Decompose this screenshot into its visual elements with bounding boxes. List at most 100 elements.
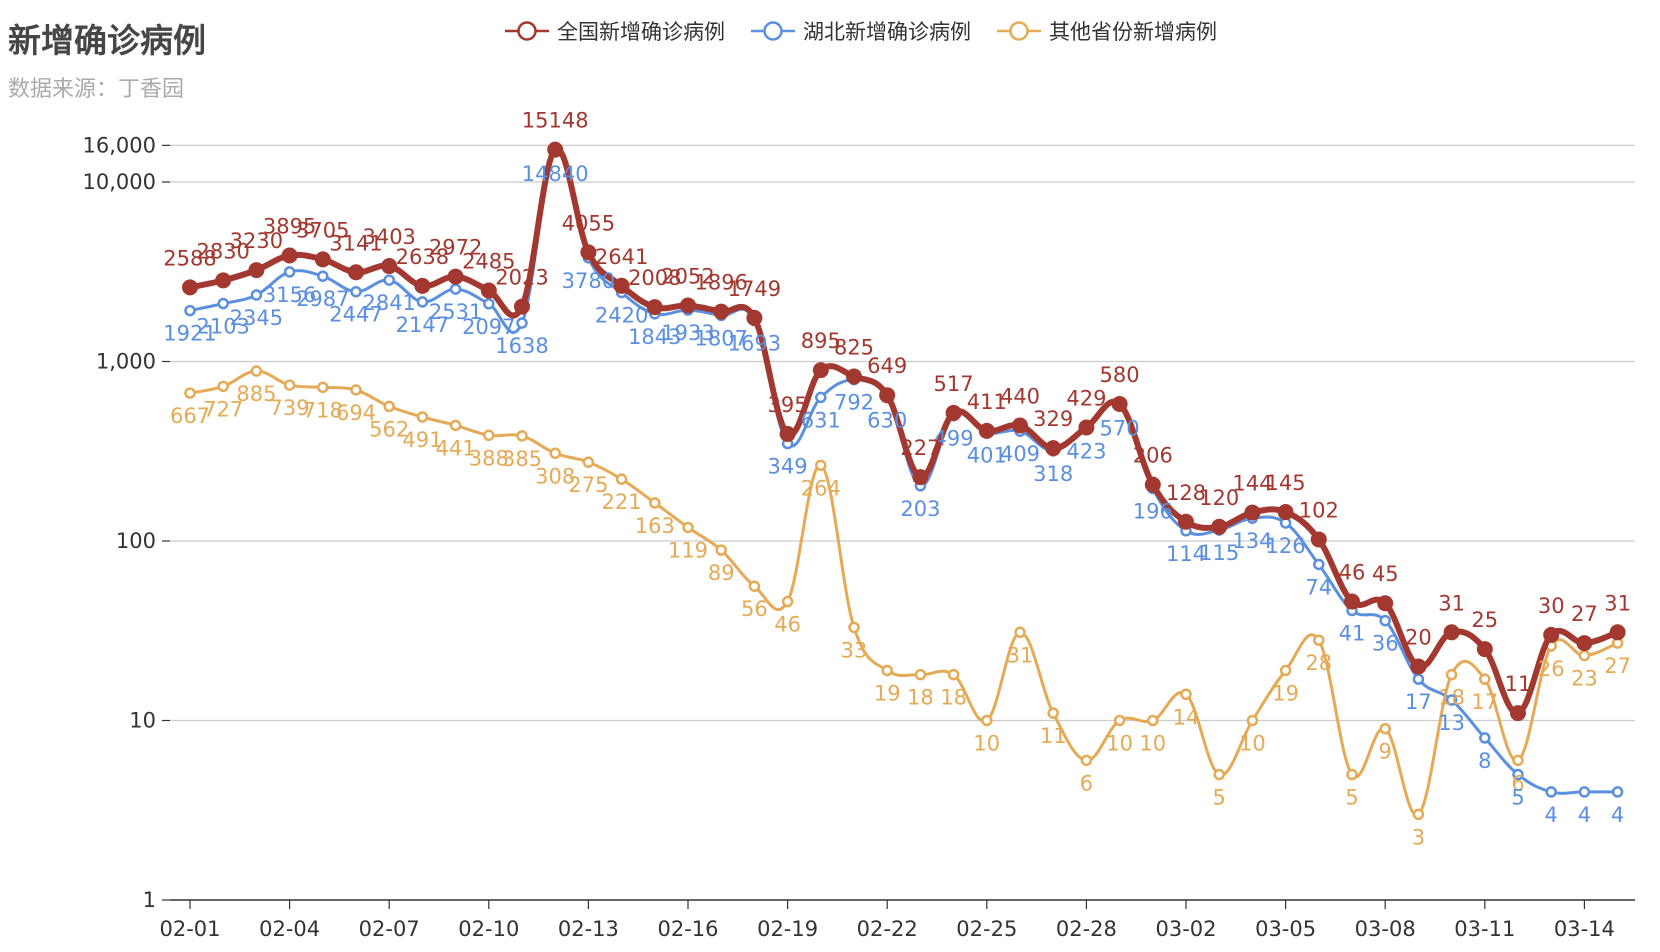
data-point-national[interactable] — [613, 277, 630, 294]
data-point-other[interactable] — [1578, 649, 1591, 662]
data-point-national[interactable] — [447, 268, 464, 285]
data-point-national[interactable] — [846, 368, 862, 385]
data-point-hubei[interactable] — [250, 289, 263, 301]
data-point-other[interactable] — [184, 387, 196, 399]
data-point-national[interactable] — [713, 303, 730, 320]
data-point-national[interactable] — [381, 258, 398, 275]
data-point-other[interactable] — [383, 400, 395, 413]
data-point-national[interactable] — [547, 141, 564, 158]
data-point-national[interactable] — [945, 404, 962, 421]
data-point-other[interactable] — [449, 419, 462, 432]
data-point-national[interactable] — [514, 298, 530, 315]
data-point-other[interactable] — [914, 668, 927, 681]
data-point-hubei[interactable] — [317, 270, 329, 282]
data-point-other[interactable] — [615, 473, 628, 485]
data-point-other[interactable] — [549, 447, 561, 460]
data-point-hubei[interactable] — [184, 304, 196, 317]
data-point-hubei[interactable] — [217, 297, 229, 310]
data-point-hubei[interactable] — [416, 296, 429, 308]
data-point-hubei[interactable] — [383, 274, 395, 286]
data-point-national[interactable] — [746, 309, 763, 326]
data-point-other[interactable] — [649, 497, 661, 509]
data-point-hubei[interactable] — [283, 266, 296, 278]
data-point-national[interactable] — [1012, 417, 1028, 434]
data-point-national[interactable] — [348, 264, 364, 281]
data-point-other[interactable] — [1445, 668, 1458, 681]
data-point-hubei[interactable] — [449, 283, 462, 295]
data-point-hubei[interactable] — [1611, 786, 1624, 798]
data-point-hubei[interactable] — [516, 317, 528, 329]
data-point-national[interactable] — [1410, 658, 1427, 675]
data-point-national[interactable] — [1510, 705, 1526, 722]
data-point-national[interactable] — [1310, 531, 1327, 548]
data-point-other[interactable] — [516, 430, 528, 442]
data-point-national[interactable] — [1178, 513, 1194, 530]
legend-item-national[interactable]: 全国新增确诊病例 — [505, 16, 725, 46]
data-point-other[interactable] — [582, 456, 595, 468]
data-point-national[interactable] — [1377, 595, 1394, 612]
data-point-other[interactable] — [1080, 754, 1093, 767]
data-point-other[interactable] — [1014, 626, 1026, 639]
data-point-national[interactable] — [1476, 641, 1493, 658]
data-point-national[interactable] — [1144, 476, 1161, 493]
data-point-other[interactable] — [1379, 722, 1391, 735]
data-point-other[interactable] — [848, 621, 860, 634]
data-point-other[interactable] — [1279, 664, 1292, 677]
data-point-hubei[interactable] — [1578, 786, 1591, 798]
data-point-other[interactable] — [748, 580, 761, 592]
data-point-national[interactable] — [281, 247, 298, 264]
data-point-other[interactable] — [350, 384, 362, 396]
data-point-national[interactable] — [978, 422, 995, 439]
data-point-hubei[interactable] — [1379, 614, 1391, 627]
data-point-national[interactable] — [680, 297, 696, 314]
data-point-other[interactable] — [1346, 768, 1358, 781]
data-point-other[interactable] — [1246, 714, 1259, 727]
data-point-hubei[interactable] — [1545, 786, 1557, 798]
data-point-hubei[interactable] — [815, 391, 827, 404]
data-point-national[interactable] — [580, 244, 597, 261]
data-point-hubei[interactable] — [1412, 673, 1425, 685]
data-point-national[interactable] — [248, 262, 265, 279]
data-point-national[interactable] — [879, 387, 896, 404]
data-point-national[interactable] — [215, 272, 232, 289]
data-point-national[interactable] — [1111, 395, 1128, 412]
data-point-hubei[interactable] — [350, 285, 362, 298]
data-point-other[interactable] — [1313, 634, 1325, 646]
data-point-hubei[interactable] — [1512, 768, 1524, 781]
data-point-other[interactable] — [1479, 673, 1491, 685]
data-point-other[interactable] — [682, 521, 694, 534]
data-point-other[interactable] — [1213, 768, 1225, 781]
data-point-other[interactable] — [483, 429, 495, 442]
data-point-national[interactable] — [1078, 419, 1095, 436]
data-point-national[interactable] — [812, 362, 829, 379]
data-point-national[interactable] — [1045, 440, 1062, 457]
data-point-national[interactable] — [480, 282, 497, 299]
data-point-hubei[interactable] — [1313, 558, 1325, 571]
data-point-national[interactable] — [1576, 635, 1593, 652]
data-point-other[interactable] — [283, 379, 296, 391]
data-point-other[interactable] — [947, 668, 960, 681]
data-point-other[interactable] — [815, 459, 827, 472]
data-point-other[interactable] — [781, 595, 794, 608]
data-point-other[interactable] — [217, 380, 229, 393]
data-point-national[interactable] — [182, 279, 198, 296]
data-point-national[interactable] — [314, 251, 331, 268]
data-point-national[interactable] — [912, 469, 929, 486]
data-point-other[interactable] — [881, 664, 893, 677]
data-point-hubei[interactable] — [1445, 694, 1458, 706]
data-point-other[interactable] — [981, 714, 993, 727]
data-point-other[interactable] — [1147, 714, 1159, 727]
data-point-national[interactable] — [646, 299, 663, 316]
data-point-national[interactable] — [1443, 624, 1460, 641]
data-point-other[interactable] — [250, 365, 263, 377]
data-point-national[interactable] — [1244, 504, 1261, 521]
data-point-national[interactable] — [1344, 593, 1360, 610]
data-point-national[interactable] — [1609, 624, 1626, 641]
legend-item-hubei[interactable]: 湖北新增确诊病例 — [751, 16, 971, 46]
data-point-hubei[interactable] — [483, 298, 495, 310]
data-point-other[interactable] — [1180, 688, 1192, 701]
data-point-national[interactable] — [414, 277, 431, 294]
data-point-other[interactable] — [1047, 707, 1059, 719]
data-point-other[interactable] — [1412, 808, 1425, 821]
data-point-national[interactable] — [1211, 518, 1228, 535]
